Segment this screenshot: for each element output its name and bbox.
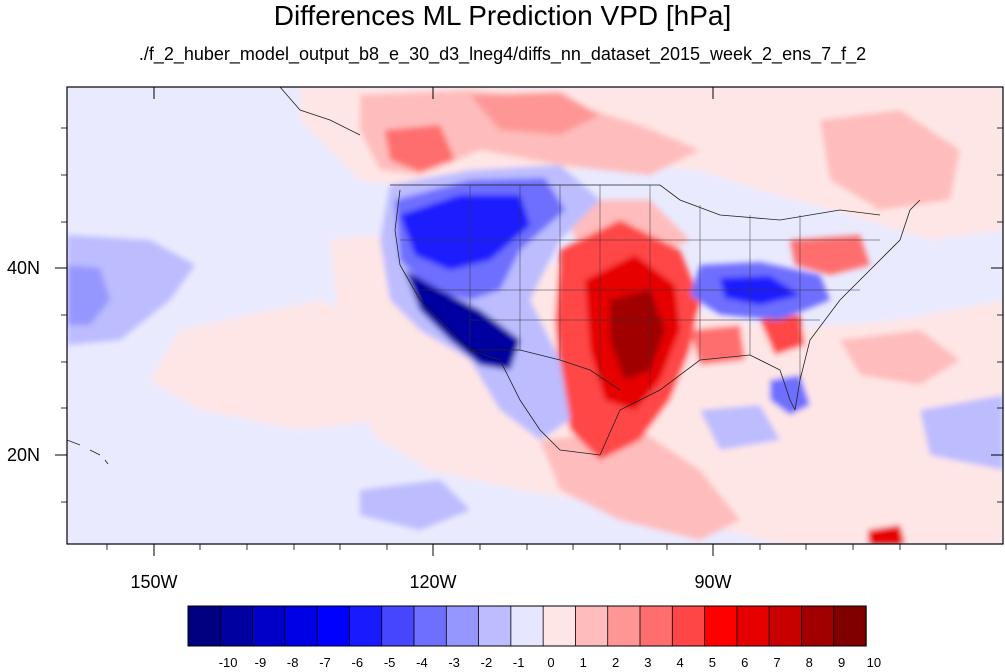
field-region-blue-dark-california — [405, 270, 520, 370]
colorbar-tick-label: 9 — [837, 655, 846, 670]
colorbar-tick-label: -1 — [512, 655, 525, 670]
colorbar-box — [445, 605, 480, 647]
alaska-coast-line — [279, 87, 361, 136]
colorbar-box — [219, 605, 254, 647]
colorbar-box — [801, 605, 835, 647]
colorbar-tick-label: 10 — [866, 655, 882, 670]
lon-label-90w: 90W — [694, 572, 732, 592]
colorbar-tick-label: -3 — [448, 655, 460, 670]
colorbar-tick-label: -6 — [351, 655, 364, 670]
colorbar-tick-label: -9 — [254, 655, 267, 670]
colorbar-box — [316, 605, 351, 647]
east-coast-line — [794, 199, 921, 411]
field-region-red-gulf — [690, 325, 745, 365]
colorbar-tick-label: 2 — [611, 655, 620, 670]
colorbar-tick-label: 1 — [579, 655, 587, 670]
colorbar-box — [381, 605, 415, 647]
lat-label-40n: 40N — [6, 258, 40, 278]
canada-border-line — [390, 184, 881, 221]
plot-title: Differences ML Prediction VPD [hPa] — [273, 0, 732, 31]
map-frame — [66, 86, 1004, 545]
field-region-blue-light-gulf — [700, 405, 780, 450]
plot-subtitle: ./f_2_huber_model_output_b8_e_30_d3_lneg… — [138, 44, 867, 64]
state-border-lines — [400, 185, 880, 390]
colorbar-box — [607, 605, 641, 647]
field-region-red-dark-texas — [610, 290, 665, 380]
colorbar-tick-label: 8 — [805, 655, 813, 670]
field-layer — [67, 87, 1003, 544]
colorbar-box — [413, 605, 447, 647]
colorbar-tick-label: -4 — [416, 655, 428, 670]
field-region-red-corner — [868, 525, 905, 544]
colorbar-box — [575, 605, 609, 647]
colorbar-box — [349, 605, 383, 647]
colorbar-box — [187, 605, 221, 647]
colorbar-tick-label: 0 — [547, 655, 555, 670]
field-region-red-mid-canada2 — [470, 92, 600, 135]
colorbar-box — [639, 605, 673, 647]
field-region-red-southeast — [760, 315, 805, 355]
field-region-pink-atlantic — [840, 330, 960, 385]
field-region-blue-strong-west-us — [400, 195, 530, 270]
colorbar-tick-label: 4 — [676, 655, 684, 670]
gulf-coast-line — [599, 354, 796, 456]
field-region-blue-light-pacific-west — [67, 235, 195, 345]
colorbar-box — [284, 605, 318, 647]
colorbar-box — [510, 605, 544, 647]
field-region-red-east — [790, 235, 870, 275]
hawaii-islands — [67, 439, 109, 465]
colorbar — [187, 605, 867, 647]
field-region-blue-light-southwest — [360, 480, 470, 530]
field-region-pink-northeast — [820, 110, 960, 210]
field-region-blue-florida — [770, 375, 810, 415]
colorbar-tick-label: 5 — [708, 655, 716, 670]
axis-ticks — [55, 87, 1003, 556]
colorbar-box — [671, 605, 706, 647]
field-region-blue-mid-pacific-west — [67, 265, 110, 325]
colorbar-tick-label: -2 — [480, 655, 493, 670]
field-region-pink-mexico — [540, 430, 740, 540]
colorbar-tick-label: -10 — [218, 655, 238, 670]
lon-label-150w: 150W — [130, 572, 178, 592]
colorbar-tick-label: 7 — [773, 655, 781, 670]
colorbar-tick-label: 6 — [741, 655, 749, 670]
lon-label-120w: 120W — [409, 572, 457, 592]
colorbar-box — [768, 605, 803, 647]
colorbar-box — [478, 605, 512, 647]
lat-label-20n: 20N — [6, 445, 40, 465]
field-region-light-red-west — [150, 300, 380, 430]
colorbar-tick-label: -7 — [319, 655, 331, 670]
colorbar-box — [542, 605, 577, 647]
colorbar-box — [252, 605, 286, 647]
field-region-blue-strong-ohio — [720, 276, 800, 305]
colorbar-tick-label: -8 — [286, 655, 299, 670]
field-region-red-mid-canada — [385, 125, 455, 172]
colorbar-box — [704, 605, 738, 647]
field-region-blue-light-caribbean — [920, 395, 1003, 470]
colorbar-box — [833, 605, 867, 647]
colorbar-tick-label: -5 — [383, 655, 396, 670]
colorbar-tick-label: 3 — [644, 655, 652, 670]
colorbar-outline — [187, 605, 867, 647]
colorbar-box — [736, 605, 770, 647]
